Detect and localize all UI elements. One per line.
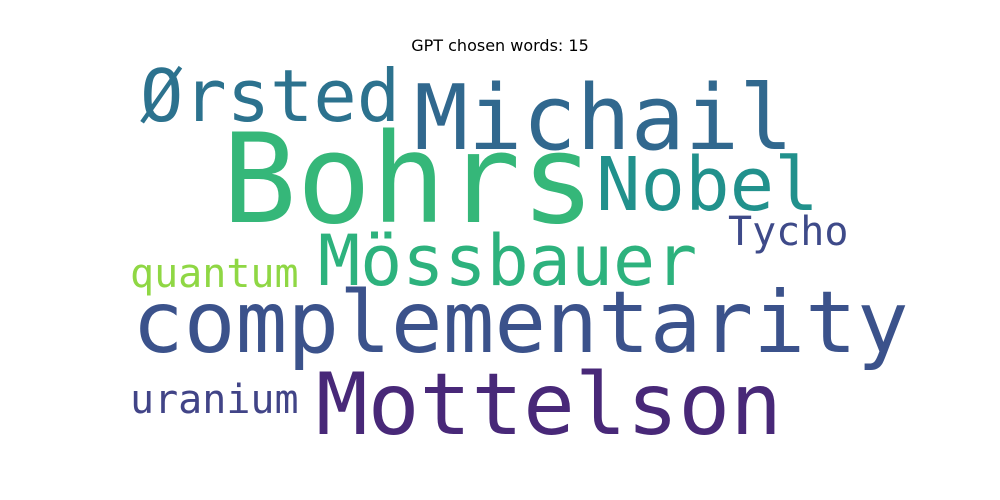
word-orsted: Ørsted [140, 54, 401, 138]
word-michail: Michail [414, 66, 794, 171]
word-complementarity: complementarity [132, 273, 909, 373]
word-mottelson: Mottelson [316, 355, 782, 455]
word-tycho: Tycho [728, 209, 849, 255]
word-uranium: uranium [130, 377, 299, 423]
word-nobel: Nobel [596, 142, 819, 228]
word-mossbauer: Mössbauer [318, 220, 698, 302]
word-bohrs: Bohrs [222, 108, 596, 252]
word-quantum: quantum [130, 251, 299, 297]
chart-title: GPT chosen words: 15 [411, 36, 589, 55]
